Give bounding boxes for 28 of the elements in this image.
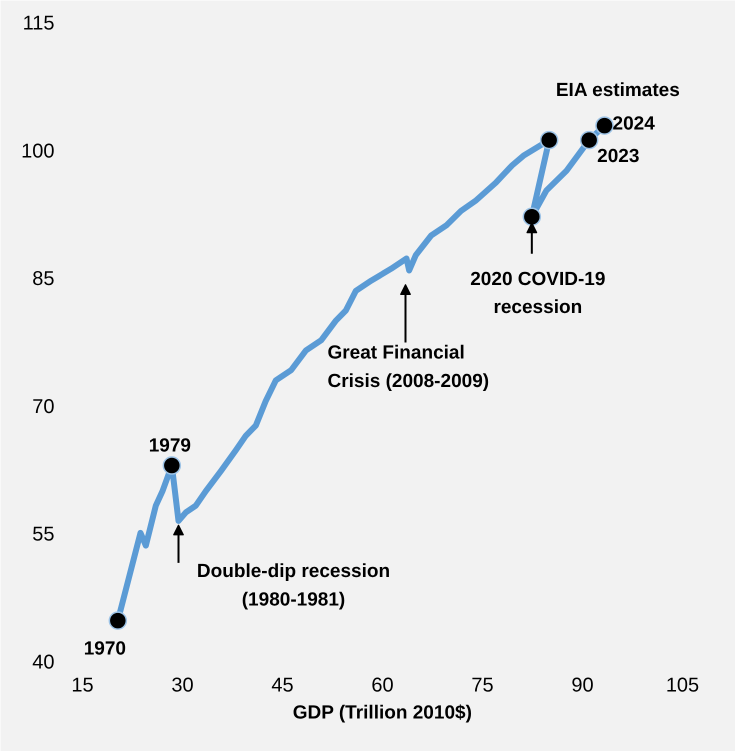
point xyxy=(540,130,558,150)
y-tick-label: 85 xyxy=(32,268,55,290)
annotation: 1979 xyxy=(148,436,191,457)
annotation: EIA estimates xyxy=(556,80,680,101)
annotation: 2023 xyxy=(597,146,640,168)
x-tick-label: 30 xyxy=(171,674,194,696)
annotation: 1970 xyxy=(84,638,126,660)
x-tick-label: 90 xyxy=(571,674,594,696)
y-tick-label: 70 xyxy=(32,396,55,418)
point xyxy=(580,130,598,150)
x-tick-label: 75 xyxy=(471,674,494,696)
annotation: Great Financial Crisis (2008-2009) xyxy=(328,342,490,392)
point xyxy=(595,116,614,135)
y-tick-label: 40 xyxy=(32,652,55,674)
x-tick-label: 60 xyxy=(371,674,394,696)
point xyxy=(522,208,542,226)
y-tick-label: 55 xyxy=(32,524,55,546)
annotation: 2020 COVID-19 recession xyxy=(470,268,606,318)
point xyxy=(162,456,182,475)
x-tick-label: 15 xyxy=(71,674,94,696)
x-tick-label: 105 xyxy=(666,674,700,696)
point xyxy=(108,611,128,630)
x-axis-title: GDP (Trillion 2010$) xyxy=(292,702,472,724)
y-tick-label: 115 xyxy=(22,12,55,34)
annotation: 2024 xyxy=(612,114,656,135)
annotation: Double-dip recession (1980-1981) xyxy=(196,560,390,610)
y-tick-label: 100 xyxy=(21,140,55,162)
x-tick-label: 45 xyxy=(271,674,294,696)
